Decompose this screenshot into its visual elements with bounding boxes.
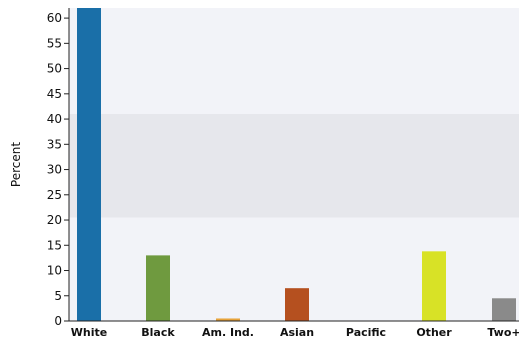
y-tick-label: 50: [47, 62, 62, 76]
y-tick-label: 55: [47, 36, 62, 50]
y-tick-label: 35: [47, 137, 62, 151]
highlight-band: [69, 114, 519, 218]
x-tick-label: Pacific: [346, 326, 386, 339]
bar-black: [146, 255, 170, 321]
x-tick-label: Black: [141, 326, 175, 339]
bar-other: [422, 251, 446, 321]
bar-two: [492, 298, 516, 321]
bars-group: [77, 8, 516, 321]
x-tick-label: Two+: [487, 326, 519, 339]
x-tick-label: Am. Ind.: [202, 326, 254, 339]
bar-am-ind: [216, 318, 240, 321]
y-tick-label: 10: [47, 264, 62, 278]
y-tick-label: 40: [47, 112, 62, 126]
bar-asian: [285, 288, 309, 321]
y-tick-label: 25: [47, 188, 62, 202]
y-tick-label: 60: [47, 11, 62, 25]
y-tick-label: 0: [54, 314, 62, 328]
y-tick-label: 5: [54, 289, 62, 303]
x-tick-label: Asian: [280, 326, 314, 339]
y-ticks-group: 0 5 10 15 20 25 30 35 40 45 50 55 60: [47, 11, 69, 328]
x-tick-label: Other: [416, 326, 452, 339]
x-tick-label: White: [71, 326, 107, 339]
y-tick-label: 45: [47, 87, 62, 101]
y-tick-label: 15: [47, 238, 62, 252]
bar-white: [77, 8, 101, 321]
x-labels-group: White Black Am. Ind. Asian Pacific Other Two+: [71, 326, 519, 339]
y-tick-label: 20: [47, 213, 62, 227]
y-axis-title: Percent: [9, 142, 23, 187]
y-tick-label: 30: [47, 163, 62, 177]
